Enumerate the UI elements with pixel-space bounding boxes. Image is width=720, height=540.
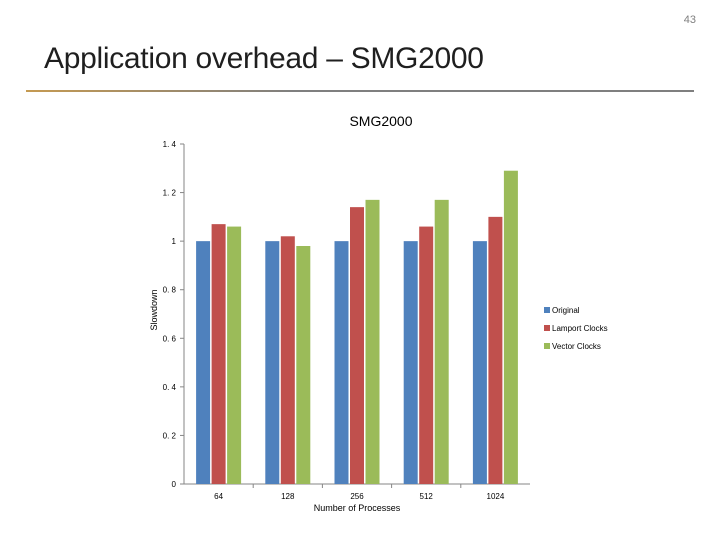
x-axis: 64 128 256 512 1024: [184, 483, 530, 501]
y-tick-label: 0. 4: [163, 383, 177, 392]
y-axis: 0 0. 2 0. 4 0. 6 0. 8 1 1. 2 1. 4: [163, 140, 185, 489]
chart-title: SMG2000: [349, 113, 412, 129]
bar-lamport-clocks-256: [350, 207, 364, 484]
page-number: 43: [683, 14, 696, 26]
bar-original-1024: [472, 241, 487, 484]
bar-vector-clocks-256: [365, 199, 380, 484]
x-axis-label: Number of Processes: [314, 503, 401, 513]
bar-lamport-clocks-1024: [488, 216, 503, 484]
legend-label: Lamport Clocks: [552, 324, 608, 333]
bar-original-64: [196, 241, 211, 484]
bar-original-128: [265, 241, 280, 484]
y-tick-label: 0. 2: [163, 431, 177, 440]
bar-lamport-clocks-512: [419, 226, 434, 485]
bar-original-256: [334, 241, 349, 484]
x-tick-label: 64: [214, 492, 223, 501]
y-axis-label: Slowdown: [149, 289, 159, 330]
y-tick-label: 0. 6: [163, 334, 177, 343]
legend-swatch: [544, 307, 550, 313]
title-divider: [26, 90, 694, 92]
y-tick-label: 1. 4: [163, 140, 177, 149]
bar-vector-clocks-128: [296, 246, 311, 484]
legend-label: Vector Clocks: [552, 342, 601, 351]
slide-title: Application overhead – SMG2000: [44, 42, 484, 75]
y-tick-label: 0. 8: [163, 286, 177, 295]
x-tick-label: 128: [281, 492, 295, 501]
bars: [196, 170, 518, 485]
bar-vector-clocks-512: [434, 199, 449, 484]
bar-vector-clocks-1024: [503, 170, 518, 484]
legend: Original Lamport Clocks Vector Clocks: [544, 306, 608, 351]
legend-label: Original: [552, 306, 580, 315]
bar-lamport-clocks-128: [280, 236, 295, 484]
bar-vector-clocks-64: [227, 226, 242, 485]
y-tick-label: 1. 2: [163, 189, 177, 198]
y-tick-label: 1: [172, 237, 177, 246]
bar-lamport-clocks-64: [211, 224, 226, 484]
legend-swatch: [544, 325, 550, 331]
x-tick-label: 1024: [487, 492, 505, 501]
y-tick-label: 0: [172, 480, 177, 489]
legend-swatch: [544, 343, 550, 349]
x-tick-label: 256: [350, 492, 364, 501]
bar-original-512: [403, 241, 418, 484]
x-tick-label: 512: [420, 492, 434, 501]
